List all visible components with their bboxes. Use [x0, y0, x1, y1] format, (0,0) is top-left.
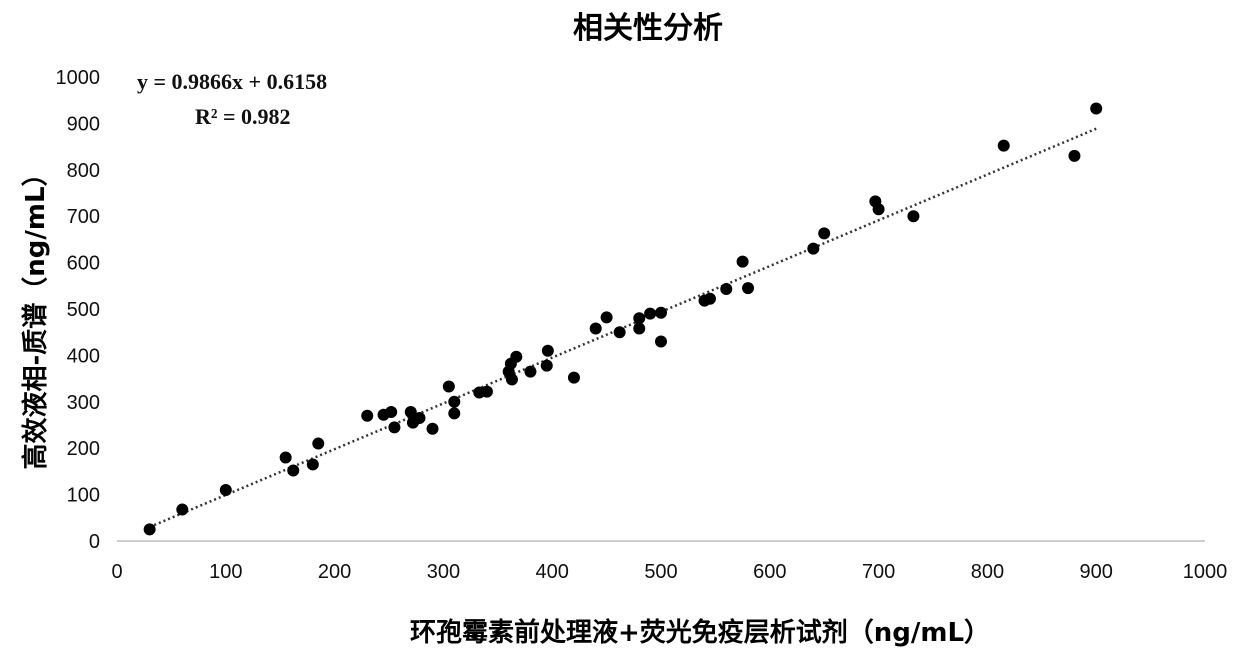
data-point: [524, 365, 537, 378]
x-tick-label: 300: [427, 561, 460, 583]
data-point: [413, 412, 426, 425]
data-point: [997, 139, 1010, 152]
x-tick-label: 500: [644, 561, 677, 583]
data-point: [442, 380, 455, 393]
data-point: [426, 422, 439, 435]
y-tick-label: 400: [67, 345, 100, 367]
trendline: [149, 127, 1097, 529]
x-tick-label: 1000: [1183, 561, 1228, 583]
x-tick-label: 100: [209, 561, 242, 583]
data-point: [540, 359, 553, 372]
data-point: [287, 464, 300, 477]
data-point: [448, 395, 461, 408]
data-point: [388, 421, 401, 434]
r-squared-label: R² = 0.982: [195, 104, 291, 129]
data-point: [907, 210, 920, 223]
data-point: [219, 483, 232, 496]
data-point: [176, 503, 189, 516]
data-point: [736, 255, 749, 268]
trendline-equation: y = 0.9866x + 0.6158: [137, 69, 327, 94]
data-point: [633, 312, 646, 325]
data-point: [807, 242, 820, 255]
x-tick-label: 600: [753, 561, 786, 583]
data-point: [567, 371, 580, 384]
y-tick-label: 800: [67, 160, 100, 182]
data-point: [613, 326, 626, 339]
x-tick-label: 900: [1080, 561, 1113, 583]
data-point: [872, 203, 885, 216]
data-point: [644, 307, 657, 320]
y-tick-label: 500: [67, 299, 100, 321]
data-point: [600, 311, 613, 324]
x-tick-label: 400: [536, 561, 569, 583]
data-point: [306, 458, 319, 471]
data-point: [448, 407, 461, 420]
y-tick-label: 1000: [56, 67, 101, 89]
y-tick-label: 200: [67, 438, 100, 460]
x-tick-label: 200: [318, 561, 351, 583]
data-point: [404, 406, 417, 419]
data-point: [385, 406, 398, 419]
data-point: [818, 227, 831, 240]
data-point: [279, 451, 292, 464]
data-point: [1068, 149, 1081, 162]
trendline-path: [149, 127, 1097, 529]
data-point: [510, 350, 523, 363]
data-point: [655, 306, 667, 319]
data-point: [312, 437, 325, 450]
axes: 0 100 200 300 400 500 600 700 800 900 1000 0 100 200 3…: [56, 67, 1228, 583]
data-point: [505, 373, 518, 386]
data-point: [742, 282, 755, 295]
x-axis-title: 环孢霉素前处理液+荧光免疫层析试剂（ng/mL）: [410, 617, 990, 648]
data-point: [633, 322, 646, 335]
y-tick-label: 0: [89, 531, 100, 553]
data-point: [703, 292, 716, 305]
y-tick-label: 700: [67, 206, 100, 228]
data-point: [541, 344, 554, 357]
y-tick-label: 900: [67, 113, 100, 135]
y-tick-label: 100: [67, 485, 100, 507]
y-tick-label: 300: [67, 392, 100, 414]
x-tick-label: 700: [862, 561, 895, 583]
data-points: [143, 102, 1103, 536]
data-point: [1090, 102, 1103, 115]
x-tick-label: 0: [111, 561, 122, 583]
data-point: [720, 283, 733, 296]
data-point: [655, 335, 667, 348]
y-tick-label: 600: [67, 253, 100, 275]
y-axis-title: 高效液相-质谱（ng/mL）: [20, 160, 51, 469]
data-point: [143, 523, 156, 536]
data-point: [589, 322, 602, 335]
data-point: [361, 409, 374, 422]
data-point: [480, 385, 493, 398]
chart-title: 相关性分析: [573, 11, 723, 46]
x-tick-label: 800: [971, 561, 1004, 583]
